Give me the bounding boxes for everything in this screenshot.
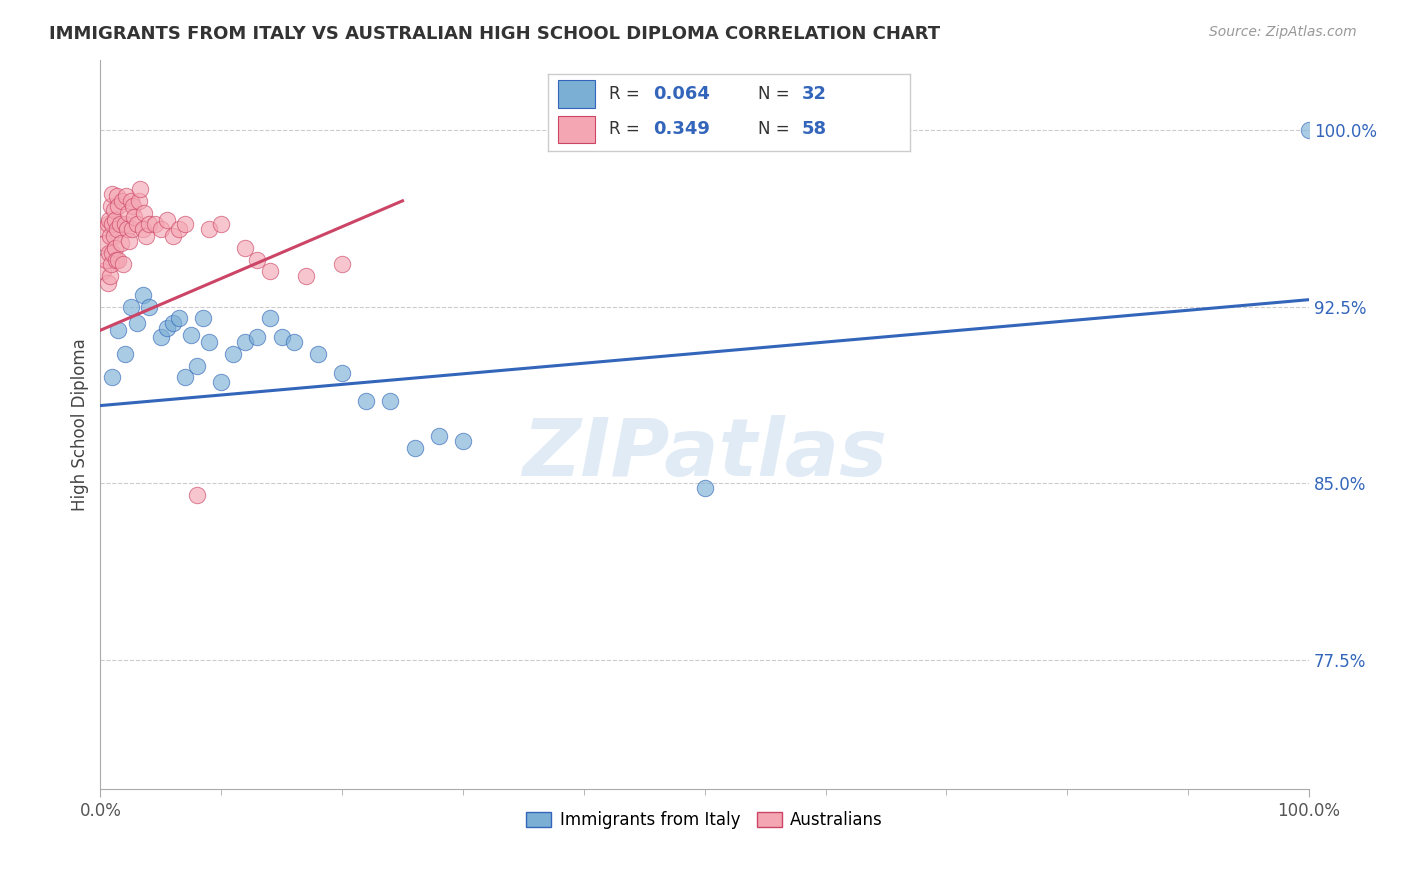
Point <box>122 211 145 225</box>
Point <box>307 347 329 361</box>
Point <box>404 441 426 455</box>
Point <box>105 252 128 267</box>
Point <box>103 229 125 244</box>
Point <box>259 264 281 278</box>
Point <box>129 182 152 196</box>
Point <box>110 236 132 251</box>
Point <box>198 222 221 236</box>
Point <box>186 488 208 502</box>
Point <box>209 375 232 389</box>
Point <box>121 222 143 236</box>
Point <box>138 300 160 314</box>
Point <box>162 316 184 330</box>
Point <box>143 218 166 232</box>
Point <box>104 241 127 255</box>
Point <box>96 252 118 267</box>
Point <box>97 276 120 290</box>
Point <box>97 245 120 260</box>
Point <box>270 330 292 344</box>
Point <box>98 269 121 284</box>
Point <box>1298 123 1320 137</box>
Legend: Immigrants from Italy, Australians: Immigrants from Italy, Australians <box>520 805 890 836</box>
Point <box>125 316 148 330</box>
Point <box>180 328 202 343</box>
Point <box>235 241 257 255</box>
Point <box>149 222 172 236</box>
Point <box>107 323 129 337</box>
Text: ZIPatlas: ZIPatlas <box>522 415 887 492</box>
Point <box>100 198 122 212</box>
Point <box>131 222 153 236</box>
Point <box>111 194 134 208</box>
Point <box>693 481 716 495</box>
Point <box>94 236 117 251</box>
Point <box>120 194 142 208</box>
Point <box>112 257 135 271</box>
Point <box>259 311 281 326</box>
Point <box>97 218 120 232</box>
Point <box>114 218 136 232</box>
Point <box>156 321 179 335</box>
Point <box>101 186 124 201</box>
Point <box>93 222 115 236</box>
Point <box>98 229 121 244</box>
Y-axis label: High School Diploma: High School Diploma <box>72 338 89 511</box>
Point <box>105 222 128 236</box>
Point <box>149 330 172 344</box>
Point <box>131 288 153 302</box>
Point <box>122 198 145 212</box>
Point <box>115 222 138 236</box>
Point <box>209 218 232 232</box>
Text: Source: ZipAtlas.com: Source: ZipAtlas.com <box>1209 25 1357 39</box>
Point <box>162 229 184 244</box>
Point <box>114 189 136 203</box>
Point <box>174 218 197 232</box>
Point <box>108 218 131 232</box>
Point <box>138 218 160 232</box>
Point <box>451 434 474 448</box>
Point <box>246 252 269 267</box>
Point <box>295 269 318 284</box>
Point <box>380 393 402 408</box>
Point <box>120 300 142 314</box>
Point <box>97 212 120 227</box>
Point <box>101 218 124 232</box>
Point <box>100 257 122 271</box>
Point <box>101 370 124 384</box>
Point <box>330 257 353 271</box>
Point <box>167 222 190 236</box>
Point <box>356 393 378 408</box>
Point <box>330 366 353 380</box>
Point <box>117 205 139 219</box>
Point <box>191 311 214 326</box>
Point <box>91 264 114 278</box>
Point <box>107 198 129 212</box>
Point <box>427 429 450 443</box>
Point <box>103 203 125 218</box>
Point <box>246 330 269 344</box>
Point <box>156 212 179 227</box>
Point <box>186 359 208 373</box>
Text: IMMIGRANTS FROM ITALY VS AUSTRALIAN HIGH SCHOOL DIPLOMA CORRELATION CHART: IMMIGRANTS FROM ITALY VS AUSTRALIAN HIGH… <box>49 25 941 43</box>
Point <box>135 229 157 244</box>
Point <box>174 370 197 384</box>
Point <box>114 347 136 361</box>
Point <box>167 311 190 326</box>
Point <box>107 252 129 267</box>
Point <box>132 205 155 219</box>
Point <box>125 218 148 232</box>
Point <box>222 347 245 361</box>
Point <box>105 189 128 203</box>
Point <box>104 212 127 227</box>
Point <box>101 245 124 260</box>
Point <box>283 334 305 349</box>
Point <box>235 334 257 349</box>
Point <box>198 334 221 349</box>
Point <box>118 234 141 248</box>
Point <box>128 194 150 208</box>
